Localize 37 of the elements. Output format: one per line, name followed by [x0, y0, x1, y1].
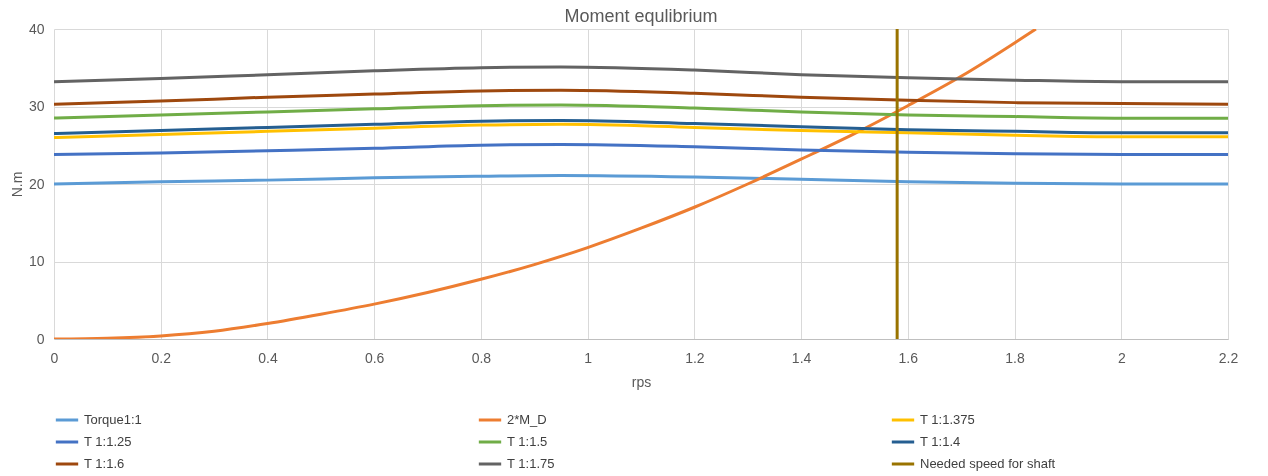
line-series	[54, 173, 1228, 186]
x-tick-label: 0.6	[364, 349, 385, 366]
line-series	[54, 29, 1038, 339]
line-series	[54, 142, 1228, 157]
y-axis-title: N.m	[8, 171, 25, 198]
line-series	[54, 103, 1228, 120]
x-tick-label: 1.2	[685, 349, 705, 366]
y-tick-label: 30	[28, 98, 45, 114]
line-series	[54, 65, 1228, 84]
legend-label: 2*M_D	[507, 412, 547, 427]
legend-label: T 1:1.5	[507, 434, 548, 449]
line-series	[54, 88, 1228, 106]
y-tick-label: 0	[36, 330, 45, 347]
y-tick-label: 10	[28, 253, 45, 269]
x-tick-label: 0	[50, 349, 59, 366]
x-tick-label: 0.4	[258, 349, 278, 366]
x-tick-label: 0.8	[471, 349, 492, 366]
legend-label: T 1:1.75	[507, 456, 555, 471]
legend-label: T 1:1.375	[920, 412, 975, 427]
y-tick-label: 40	[28, 20, 45, 37]
legend-label: T 1:1.6	[84, 456, 125, 471]
x-axis-title: rps	[631, 373, 652, 390]
legend-label: T 1:1.25	[84, 434, 132, 449]
line-series	[54, 122, 1228, 139]
x-tick-label: 0.2	[151, 349, 172, 366]
x-tick-label: 2	[1117, 349, 1126, 366]
chart-title: Moment equlibrium	[564, 6, 718, 26]
line-series	[54, 118, 1228, 136]
legend-label: Torque1:1	[84, 412, 142, 427]
x-tick-label: 1.8	[1005, 349, 1025, 366]
x-tick-label: 1	[584, 349, 593, 366]
x-tick-label: 1.6	[898, 349, 919, 366]
y-tick-label: 20	[28, 175, 45, 192]
legend-label: T 1:1.4	[920, 434, 961, 449]
x-tick-label: 2.2	[1218, 349, 1239, 366]
legend-label: Needed speed for shaft	[920, 456, 1056, 471]
x-tick-label: 1.4	[791, 349, 812, 366]
